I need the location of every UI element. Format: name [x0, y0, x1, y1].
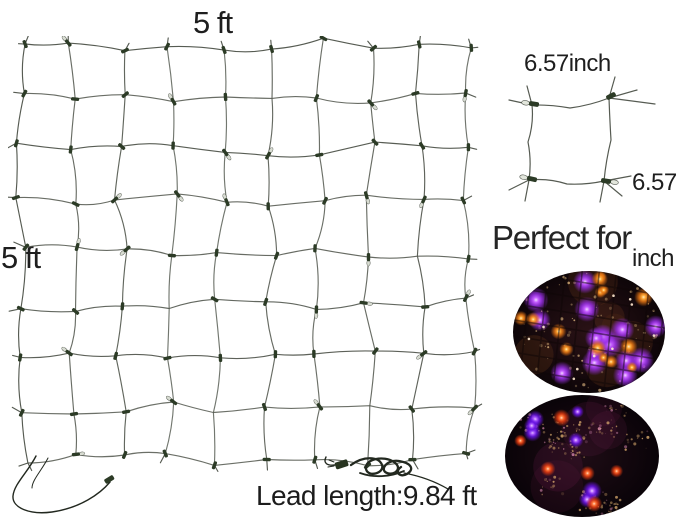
cell-height-label: 6.57 inch [632, 119, 677, 323]
net-width-label: 5 ft [193, 5, 233, 40]
cell-width-label: 6.57inch [524, 50, 611, 77]
net-lights-diagram [8, 36, 483, 514]
tree-lights-photo [505, 395, 659, 517]
net-lights-photo [513, 271, 665, 393]
mesh-cell-detail-diagram [508, 76, 656, 203]
section-title: Perfect for [492, 219, 632, 256]
cell-height-value: 6.57 [632, 168, 677, 196]
cell-height-unit: inch [632, 245, 675, 273]
lead-length-label: Lead length:9.84 ft [256, 480, 477, 511]
net-height-label: 5 ft [1, 240, 41, 275]
lead-cord [12, 455, 449, 514]
bulb-clips [11, 36, 479, 470]
